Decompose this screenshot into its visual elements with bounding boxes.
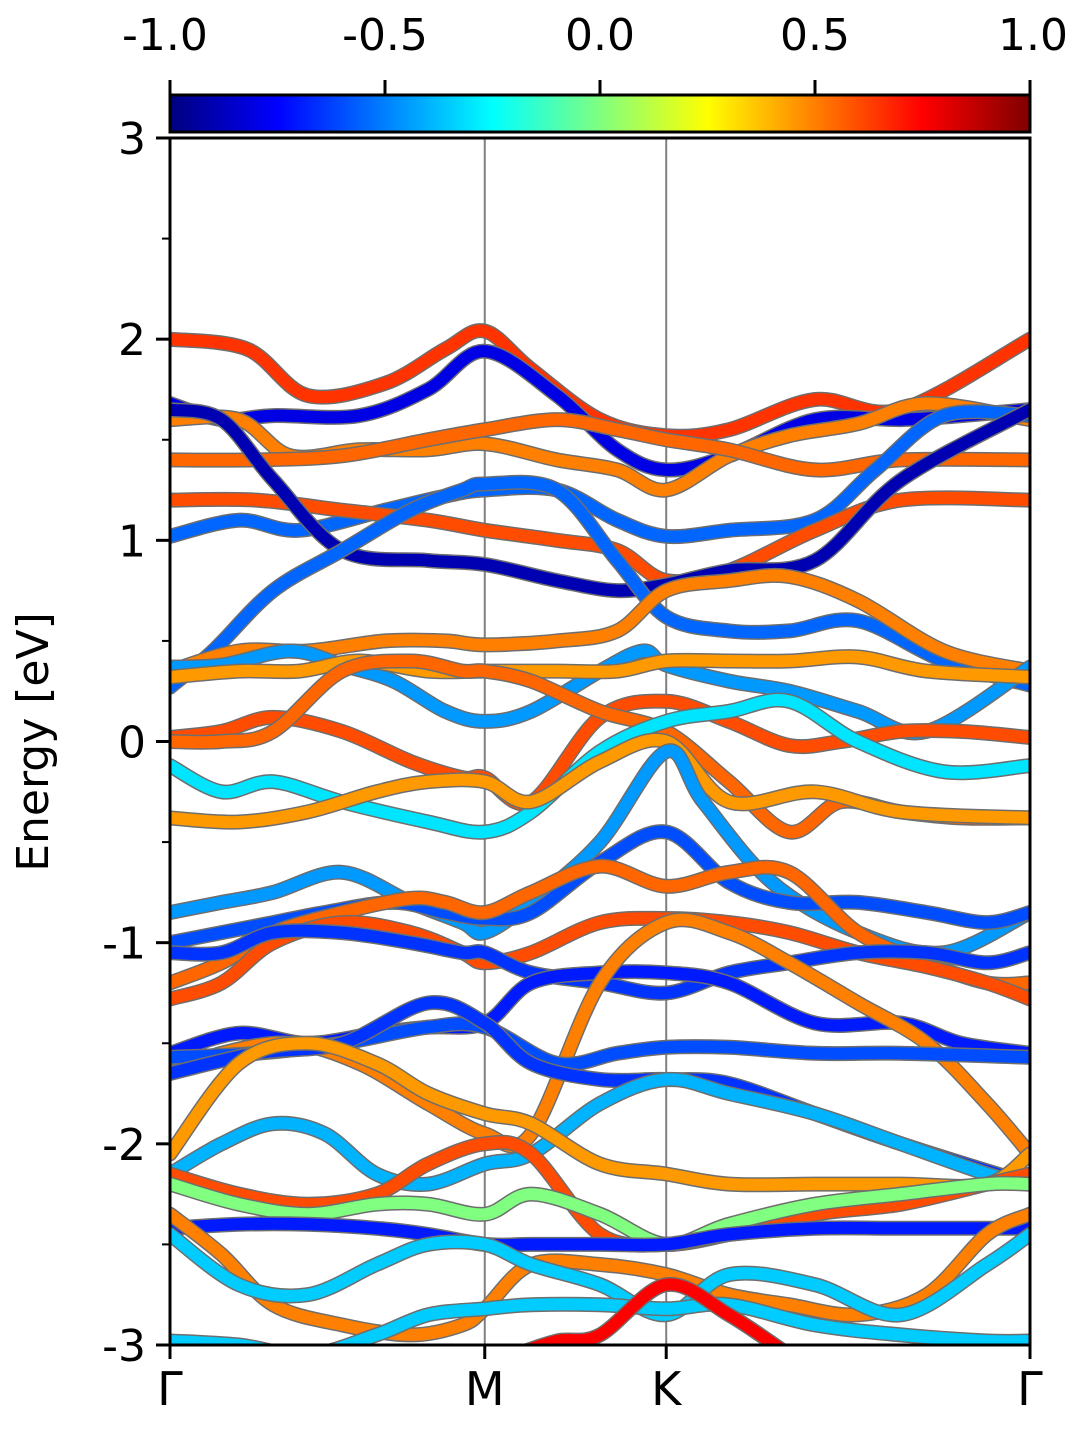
- band-6: [170, 490, 1030, 590]
- x-tick-label: M: [465, 1362, 505, 1416]
- colorbar-ticks: -1.0 -0.5 0.0 0.5 1.0: [122, 10, 1068, 95]
- band-28: [170, 1175, 1030, 1252]
- band-31: [170, 1226, 1030, 1323]
- colorbar-tick-label: -0.5: [342, 10, 428, 61]
- band-8: [170, 474, 1030, 695]
- band-27: [170, 1134, 1030, 1253]
- band-line: [170, 1217, 1030, 1252]
- x-tick-label: Γ: [157, 1362, 183, 1416]
- band-line: [170, 403, 1030, 597]
- band-7: [170, 402, 1030, 599]
- colorbar-tick-label: -1.0: [122, 10, 208, 61]
- y-tick-label: 0: [118, 718, 146, 769]
- colorbar-tick-label: 0.0: [565, 10, 635, 61]
- band-33: [519, 1276, 788, 1345]
- band-line: [170, 1037, 1030, 1193]
- band-line: [170, 413, 1030, 477]
- band-line: [170, 476, 1030, 694]
- y-axis-label: Energy [eV]: [8, 612, 59, 872]
- band-line: [170, 1228, 1030, 1321]
- y-tick-label: -2: [102, 1120, 146, 1171]
- band-line: [170, 491, 1030, 588]
- y-tick-label: -1: [102, 919, 146, 970]
- y-tick-label: 3: [118, 114, 146, 165]
- band-line: [170, 650, 1030, 684]
- band-11: [170, 649, 1030, 685]
- bands: [170, 323, 1030, 1345]
- colorbar: -1.0 -0.5 0.0 0.5 1.0: [122, 10, 1068, 134]
- colorbar-tick-label: 1.0: [998, 10, 1068, 61]
- band-line: [524, 1278, 786, 1345]
- band-line: [170, 1177, 1030, 1251]
- plot-area: 3 2 1 0 -1 -2 -3 Γ M K Γ Energy [eV]: [8, 114, 1043, 1416]
- x-tick-label: K: [651, 1362, 683, 1416]
- x-tick-label: Γ: [1017, 1362, 1043, 1416]
- y-tick-label: -3: [102, 1321, 146, 1372]
- band-4: [170, 412, 1030, 478]
- y-tick-label: 2: [118, 315, 146, 366]
- band-32: [170, 1296, 1030, 1345]
- band-line: [170, 1298, 1030, 1345]
- band-15: [170, 732, 1030, 830]
- band-line: [170, 734, 1030, 829]
- colorbar-gradient: [168, 93, 1032, 134]
- band-26: [170, 1035, 1030, 1194]
- y-axis: 3 2 1 0 -1 -2 -3: [102, 114, 170, 1372]
- band-line: [170, 1136, 1030, 1252]
- y-tick-label: 1: [118, 516, 146, 567]
- band-29: [170, 1216, 1030, 1253]
- colorbar-tick-label: 0.5: [780, 10, 850, 61]
